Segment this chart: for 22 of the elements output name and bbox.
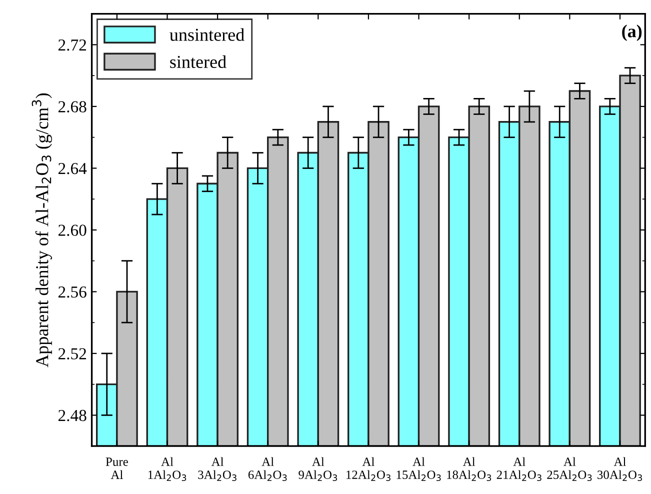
x-tick-label: Al 12Al$_{2}$O$_{3}$ — [346, 457, 390, 482]
y-tick-label: 2.52 — [58, 348, 86, 360]
x-tick-label: Pure Al — [106, 458, 128, 479]
x-tick-label: Al 18Al$_{2}$O$_{3}$ — [447, 457, 492, 482]
y-tick-label: 2.60 — [58, 224, 86, 236]
x-tick-label: Al 6Al$_{2}$O$_{3}$ — [248, 457, 287, 482]
y-axis-title: Apparent denity of Al-Al$_{2}$O$_{3}$ (g/cm$^{3}$) — [32, 93, 52, 368]
y-tick-label: 2.68 — [58, 101, 86, 112]
annotation: (a) — [622, 24, 642, 42]
y-tick-label: 2.72 — [58, 39, 86, 51]
x-tick-label: Al 21Al$_{2}$O$_{3}$ — [496, 457, 542, 482]
x-tick-label: Al 30Al$_{2}$O$_{3}$ — [598, 457, 642, 482]
y-tick-label: 2.56 — [58, 286, 86, 298]
legend-label: sintered — [170, 55, 226, 68]
x-tick-label: Al 25Al$_{2}$O$_{3}$ — [547, 457, 592, 482]
x-tick-label: Al 1Al$_{2}$O$_{3}$ — [148, 457, 186, 482]
y-tick-label: 2.48 — [58, 410, 86, 422]
x-tick-label: Al 9Al$_{2}$O$_{3}$ — [298, 457, 338, 482]
x-tick-label: Al 15Al$_{2}$O$_{3}$ — [396, 457, 441, 482]
legend-label: unsintered — [170, 28, 244, 41]
x-tick-label: Al 3Al$_{2}$O$_{3}$ — [198, 457, 236, 482]
y-tick-label: 2.64 — [58, 162, 87, 174]
